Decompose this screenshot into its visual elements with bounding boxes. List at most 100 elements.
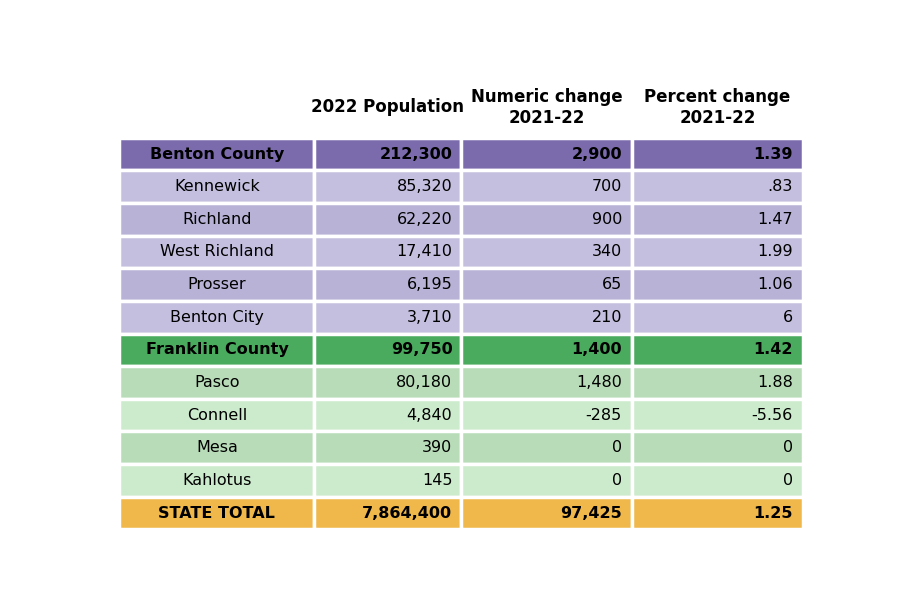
Bar: [120, 203, 314, 236]
Bar: [461, 236, 632, 268]
Text: 99,750: 99,750: [391, 343, 453, 358]
Text: 1.42: 1.42: [753, 343, 793, 358]
Text: 0: 0: [612, 440, 622, 455]
Text: 700: 700: [591, 179, 622, 194]
Bar: [461, 138, 632, 170]
Bar: [632, 268, 803, 301]
Text: Mesa: Mesa: [196, 440, 238, 455]
Text: 2,900: 2,900: [572, 146, 622, 161]
Bar: [314, 301, 461, 334]
Text: Prosser: Prosser: [187, 277, 247, 292]
Bar: [314, 399, 461, 431]
Bar: [461, 497, 632, 529]
Bar: [314, 138, 461, 170]
Bar: [461, 268, 632, 301]
Bar: [120, 138, 314, 170]
Text: 0: 0: [783, 473, 793, 488]
Text: Kennewick: Kennewick: [174, 179, 260, 194]
Bar: [632, 366, 803, 399]
Bar: [120, 464, 314, 497]
Text: 1.99: 1.99: [757, 244, 793, 259]
Text: West Richland: West Richland: [160, 244, 274, 259]
Text: 210: 210: [591, 310, 622, 325]
Bar: [314, 170, 461, 203]
Bar: [120, 236, 314, 268]
Text: Franklin County: Franklin County: [146, 343, 288, 358]
Bar: [461, 366, 632, 399]
Text: 145: 145: [422, 473, 453, 488]
Text: -285: -285: [586, 407, 622, 422]
Bar: [461, 431, 632, 464]
Bar: [632, 301, 803, 334]
Bar: [120, 497, 314, 529]
Text: Connell: Connell: [187, 407, 247, 422]
Bar: [120, 268, 314, 301]
Bar: [632, 497, 803, 529]
Bar: [632, 236, 803, 268]
Bar: [314, 334, 461, 366]
Text: 1.47: 1.47: [757, 212, 793, 227]
Text: 2022 Population: 2022 Population: [311, 98, 464, 116]
Bar: [461, 170, 632, 203]
Bar: [632, 170, 803, 203]
Bar: [632, 77, 803, 138]
Text: 97,425: 97,425: [560, 506, 622, 521]
Text: Richland: Richland: [182, 212, 252, 227]
Bar: [314, 77, 461, 138]
Text: 340: 340: [591, 244, 622, 259]
Bar: [314, 366, 461, 399]
Bar: [314, 236, 461, 268]
Text: 1.06: 1.06: [757, 277, 793, 292]
Text: 1.88: 1.88: [757, 375, 793, 390]
Bar: [120, 399, 314, 431]
Text: 1.39: 1.39: [753, 146, 793, 161]
Text: 212,300: 212,300: [380, 146, 453, 161]
Bar: [120, 431, 314, 464]
Text: 1.25: 1.25: [753, 506, 793, 521]
Text: Pasco: Pasco: [194, 375, 239, 390]
Text: Numeric change
2021-22: Numeric change 2021-22: [471, 88, 623, 127]
Text: 900: 900: [591, 212, 622, 227]
Bar: [120, 77, 314, 138]
Bar: [120, 366, 314, 399]
Text: .83: .83: [768, 179, 793, 194]
Text: Kahlotus: Kahlotus: [182, 473, 252, 488]
Bar: [461, 203, 632, 236]
Bar: [461, 399, 632, 431]
Text: 0: 0: [783, 440, 793, 455]
Text: -5.56: -5.56: [752, 407, 793, 422]
Text: 62,220: 62,220: [397, 212, 453, 227]
Text: 3,710: 3,710: [407, 310, 453, 325]
Text: 1,400: 1,400: [572, 343, 622, 358]
Bar: [461, 77, 632, 138]
Bar: [632, 399, 803, 431]
Text: 390: 390: [422, 440, 453, 455]
Bar: [461, 334, 632, 366]
Bar: [314, 203, 461, 236]
Bar: [314, 431, 461, 464]
Bar: [314, 464, 461, 497]
Bar: [632, 464, 803, 497]
Bar: [632, 334, 803, 366]
Text: 6: 6: [783, 310, 793, 325]
Text: Percent change
2021-22: Percent change 2021-22: [644, 88, 791, 127]
Bar: [314, 497, 461, 529]
Text: 17,410: 17,410: [396, 244, 453, 259]
Bar: [461, 464, 632, 497]
Bar: [461, 301, 632, 334]
Text: 7,864,400: 7,864,400: [363, 506, 453, 521]
Text: STATE TOTAL: STATE TOTAL: [158, 506, 275, 521]
Bar: [120, 170, 314, 203]
Text: 85,320: 85,320: [397, 179, 453, 194]
Text: 4,840: 4,840: [407, 407, 453, 422]
Bar: [632, 203, 803, 236]
Text: 1,480: 1,480: [576, 375, 622, 390]
Text: 65: 65: [601, 277, 622, 292]
Text: 6,195: 6,195: [407, 277, 453, 292]
Text: 80,180: 80,180: [396, 375, 453, 390]
Text: Benton City: Benton City: [170, 310, 264, 325]
Bar: [120, 334, 314, 366]
Bar: [632, 138, 803, 170]
Bar: [632, 431, 803, 464]
Text: 0: 0: [612, 473, 622, 488]
